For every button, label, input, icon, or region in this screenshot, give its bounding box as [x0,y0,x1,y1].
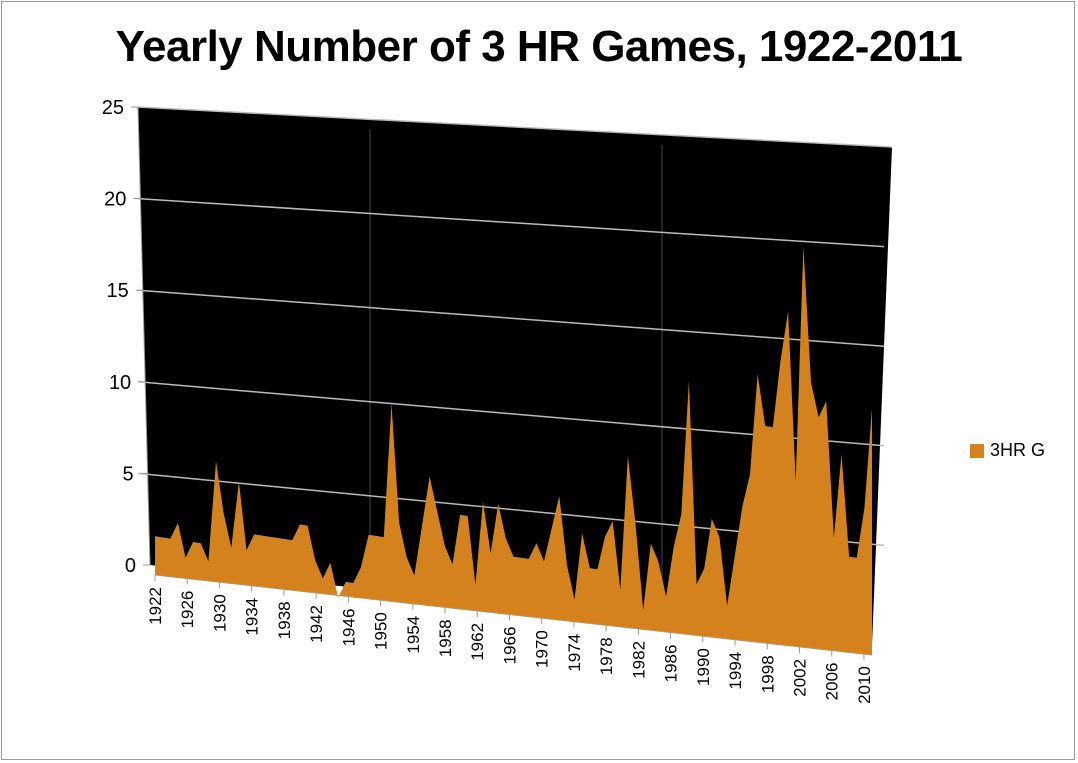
x-tick-label-1998: 1998 [758,655,777,693]
plot-background [138,107,892,645]
x-tick-label-1974: 1974 [565,634,584,672]
gridline-20 [137,197,885,248]
y-tick-label-20: 20 [104,189,126,211]
x-tick-label-1938: 1938 [275,601,294,639]
x-tick-label-1962: 1962 [468,623,487,661]
plot-walls [138,107,892,645]
x-tick-label-1994: 1994 [726,652,745,690]
legend-label: 3HR G [990,440,1046,460]
x-tick-label-1934: 1934 [243,598,262,636]
x-tick-label-1946: 1946 [339,609,358,647]
x-tick-label-1982: 1982 [629,641,648,679]
x-tick-label-2006: 2006 [823,663,842,701]
x-tick-label-1922: 1922 [146,587,165,625]
x-tick-label-1942: 1942 [307,605,326,643]
y-axis: 0 5 10 15 20 25 [102,97,151,577]
series-area-3hr-g [155,246,872,656]
x-tick-label-1930: 1930 [210,594,229,632]
chart-title: Yearly Number of 3 HR Games, 1922-2011 [115,22,963,71]
y-tick-label-25: 25 [102,97,124,119]
x-tick-label-2002: 2002 [790,659,809,697]
y-axis-line [137,106,151,566]
legend: 3HR G [970,440,1045,461]
x-tick-label-1954: 1954 [404,616,423,654]
x-axis: 1922 1926 1930 1934 1938 1942 1946 1950 1954 1958… [146,574,874,704]
y-tick-label-5: 5 [122,463,133,485]
x-tick-label-1950: 1950 [372,612,391,650]
x-tick-label-1958: 1958 [436,619,455,657]
y-tick-label-15: 15 [107,280,129,302]
x-tick-label-1926: 1926 [178,591,197,629]
x-tick-label-1990: 1990 [694,648,713,686]
gridline-15 [137,289,885,347]
x-tick-label-1986: 1986 [662,645,681,683]
x-tick-label-1970: 1970 [533,630,552,668]
x-tick-label-2010: 2010 [855,666,874,704]
legend-swatch [970,443,984,458]
y-tick-label-0: 0 [125,555,136,577]
area-layer [155,246,872,656]
x-tick-label-1966: 1966 [500,627,519,665]
x-axis-line [154,574,873,656]
x-tick-label-1978: 1978 [597,637,616,675]
y-tick-label-10: 10 [109,372,131,394]
gridline-25 [137,106,893,148]
